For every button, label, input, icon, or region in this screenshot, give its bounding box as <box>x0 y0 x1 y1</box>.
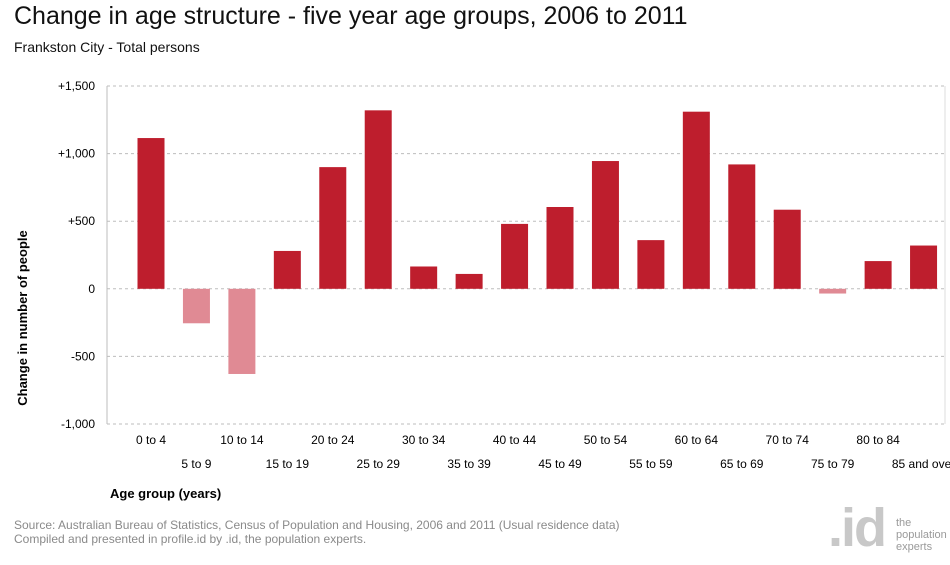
compiled-line: Compiled and presented in profile.id by … <box>14 532 367 546</box>
x-axis-title: Age group (years) <box>110 486 221 501</box>
x-tick-label: 55 to 59 <box>629 457 673 471</box>
bar <box>410 266 438 289</box>
bar <box>319 167 347 289</box>
bar <box>501 223 529 289</box>
bar <box>455 273 483 289</box>
chart-subtitle: Frankston City - Total persons <box>14 39 200 55</box>
bar <box>910 245 938 289</box>
bar <box>591 161 619 289</box>
x-tick-label: 35 to 39 <box>447 457 491 471</box>
y-tick-label: +1,000 <box>58 147 95 161</box>
x-tick-label: 60 to 64 <box>675 433 719 447</box>
x-tick-label: 0 to 4 <box>136 433 166 447</box>
y-tick-label: +1,500 <box>58 79 95 93</box>
bar <box>682 111 710 289</box>
x-tick-label: 5 to 9 <box>181 457 211 471</box>
x-tick-label: 40 to 44 <box>493 433 537 447</box>
x-tick-label: 80 to 84 <box>856 433 900 447</box>
y-tick-label: -1,000 <box>61 417 95 431</box>
logo-tagline-line: population <box>896 529 947 541</box>
logo-tagline-line: the <box>896 517 912 529</box>
logo-mark: .id <box>828 498 887 558</box>
x-tick-label: 65 to 69 <box>720 457 764 471</box>
x-tick-label: 30 to 34 <box>402 433 446 447</box>
y-axis-title: Change in number of people <box>15 230 30 406</box>
bar <box>819 288 847 294</box>
x-tick-label: 20 to 24 <box>311 433 355 447</box>
bar <box>228 288 256 374</box>
x-tick-label: 25 to 29 <box>357 457 401 471</box>
bar <box>182 288 210 324</box>
bar <box>864 261 892 289</box>
x-tick-label: 50 to 54 <box>584 433 628 447</box>
bar <box>546 207 574 289</box>
bar <box>364 110 392 289</box>
logo-tagline: the population experts <box>896 517 950 553</box>
y-tick-label: 0 <box>88 282 95 296</box>
bar <box>273 250 301 289</box>
x-tick-label: 70 to 74 <box>766 433 810 447</box>
id-logo: .id the population experts <box>828 498 947 561</box>
bar <box>137 138 165 289</box>
chart-title: Change in age structure - five year age … <box>14 2 688 30</box>
x-tick-label: 45 to 49 <box>538 457 582 471</box>
logo-tagline-line: experts <box>896 541 933 553</box>
bar <box>773 209 801 289</box>
y-tick-label: -500 <box>71 349 95 363</box>
x-tick-label: 15 to 19 <box>266 457 310 471</box>
x-tick-label: 85 and over <box>892 457 950 471</box>
x-tick-label: 75 to 79 <box>811 457 855 471</box>
y-tick-label: +500 <box>68 214 95 228</box>
source-line: Source: Australian Bureau of Statistics,… <box>14 518 620 532</box>
bar <box>637 240 665 289</box>
bar <box>728 164 756 289</box>
x-tick-label: 10 to 14 <box>220 433 264 447</box>
source-note: Source: Australian Bureau of Statistics,… <box>14 518 619 546</box>
